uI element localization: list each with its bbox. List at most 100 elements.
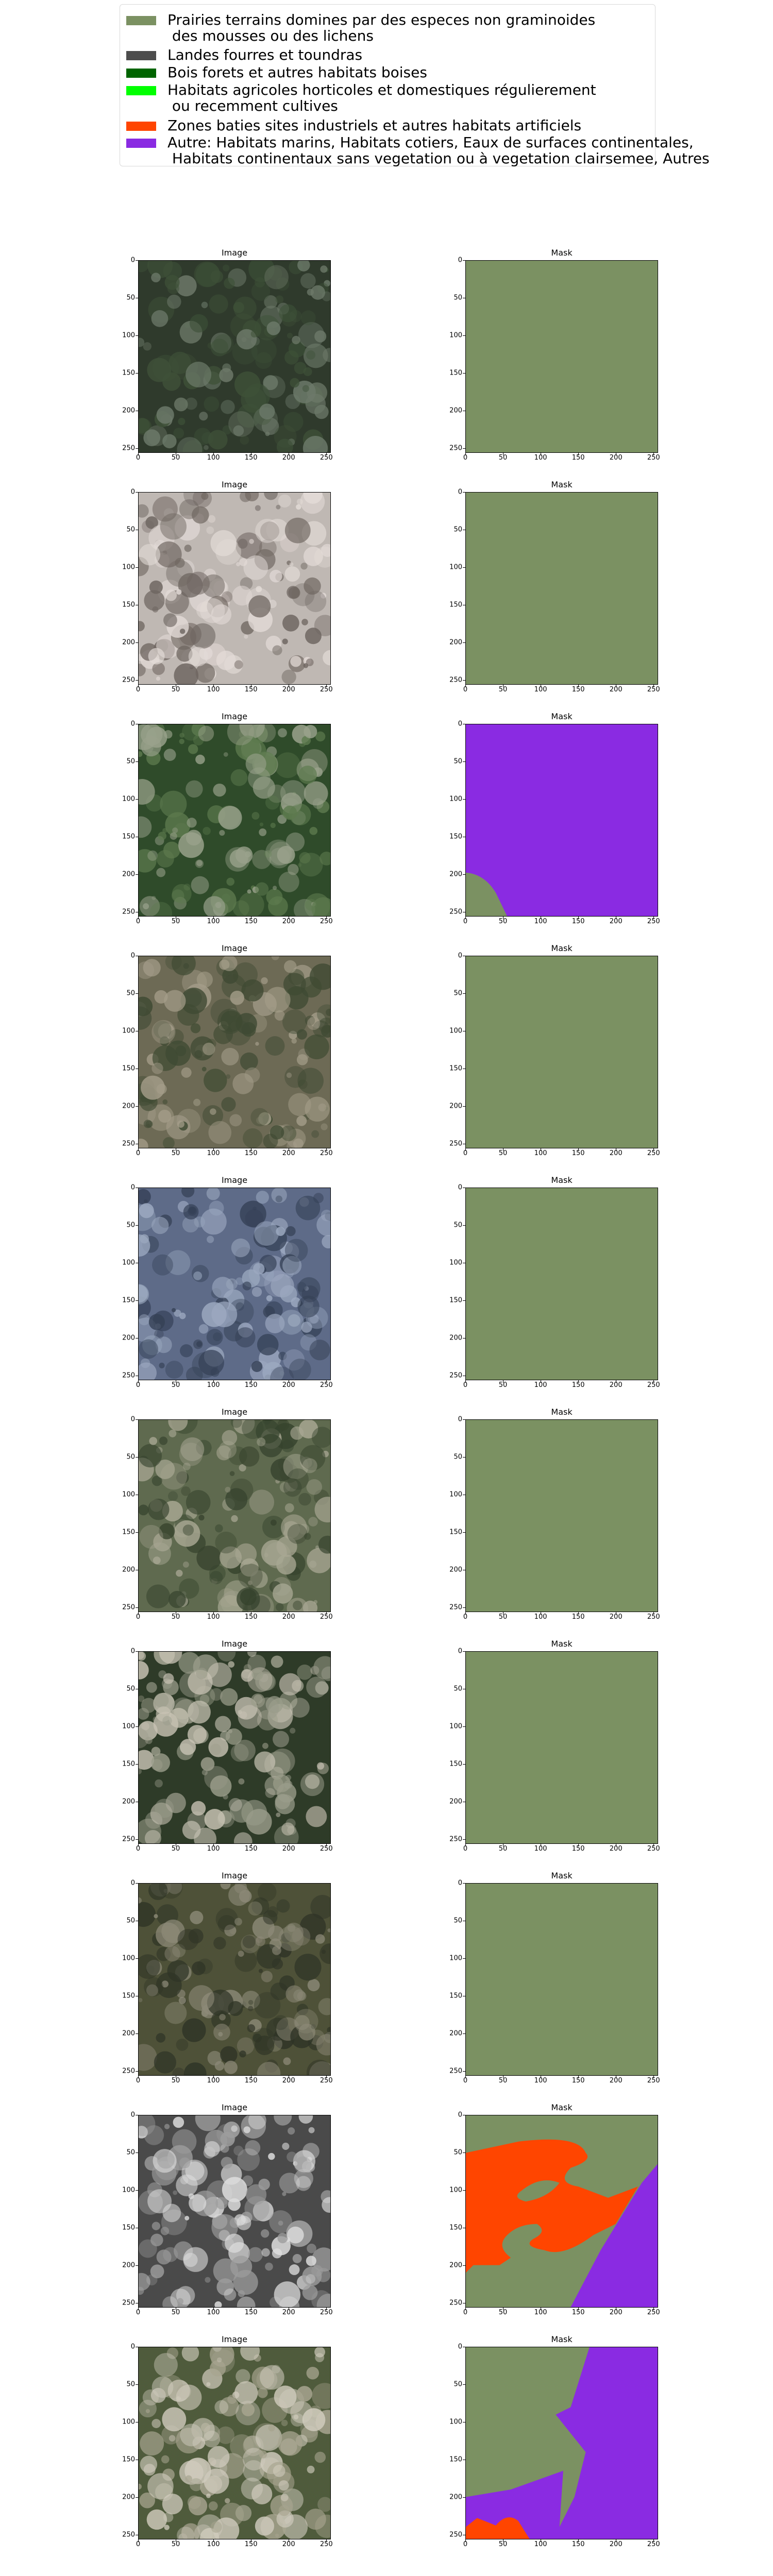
y-tick-label: 250 [122,908,135,916]
mask-panel: Mask 0 50 100 150 200 250 0 50 100 150 200 250 [449,1639,660,1853]
x-tick-label: 250 [320,1381,333,1389]
mask-plot-area [465,492,658,685]
y-tick-label: 50 [453,1453,462,1461]
y-tick-mark [136,761,138,762]
y-tick-label: 250 [449,1603,462,1612]
x-tick-label: 150 [244,1613,258,1621]
panel-title-image: Image [221,1407,248,1417]
x-tick-mark [578,685,579,687]
x-tick-label: 200 [282,1845,295,1853]
legend-label: Bois forets et autres habitats boises [167,64,427,81]
y-tick-mark [463,492,465,493]
y-tick-label: 0 [458,952,462,960]
x-tick-mark [465,2076,466,2078]
y-tick-label: 0 [458,1415,462,1423]
y-tick-label: 100 [449,1490,462,1499]
y-tick-label: 250 [122,2299,135,2307]
y-tick-label: 150 [122,1064,135,1073]
mask-plot-area [465,1883,658,2076]
x-tick-mark [138,917,139,919]
y-tick-mark [136,2384,138,2385]
y-tick-label: 100 [122,1722,135,1731]
x-tick-mark [465,2539,466,2542]
y-tick-label: 50 [453,294,462,302]
y-tick-label: 100 [122,1259,135,1267]
x-tick-label: 150 [244,1381,258,1389]
y-tick-mark [136,2265,138,2266]
y-tick-label: 200 [449,2029,462,2038]
mask-panel: Mask 0 50 100 150 200 250 0 50 100 150 200 250 [449,480,660,693]
aerial-image [139,1420,330,1612]
mask-region-built-up [466,2517,530,2539]
x-tick-label: 150 [572,2540,585,2548]
x-tick-label: 100 [207,2309,220,2316]
mask-region-grassland [466,1652,658,1843]
image-panel: Image 0 50 100 150 200 250 0 50 100 150 200 250 [122,2103,332,2316]
x-tick-mark [465,2308,466,2310]
x-tick-label: 50 [498,1845,508,1853]
x-tick-label: 150 [572,1845,585,1853]
x-tick-label: 0 [136,686,141,693]
y-tick-mark [136,260,138,261]
x-tick-mark [138,1380,139,1383]
x-tick-label: 200 [282,2077,295,2084]
panel-title-mask: Mask [551,1639,573,1649]
x-tick-label: 50 [171,2077,180,2084]
y-tick-label: 50 [126,294,135,302]
y-tick-label: 100 [449,1259,462,1267]
x-tick-label: 100 [207,1381,220,1389]
x-tick-label: 0 [136,1613,141,1621]
y-tick-label: 0 [130,1183,135,1192]
x-tick-label: 100 [534,1845,547,1853]
y-tick-label: 100 [122,1027,135,1035]
x-tick-label: 0 [463,1381,468,1389]
x-tick-label: 200 [282,2540,295,2548]
x-tick-label: 0 [136,2309,141,2316]
x-tick-label: 250 [647,1613,660,1621]
y-tick-label: 100 [449,331,462,340]
mask-region-other [466,2347,658,2539]
x-tick-label: 250 [647,2077,660,2084]
y-tick-label: 200 [449,638,462,647]
y-tick-label: 250 [122,1603,135,1612]
y-tick-label: 150 [449,1760,462,1768]
y-tick-label: 50 [453,526,462,534]
x-tick-mark [465,1148,466,1151]
x-tick-label: 150 [572,2077,585,2084]
x-tick-mark [653,2076,654,2078]
y-tick-label: 0 [130,1415,135,1423]
panel-title-mask: Mask [551,2334,573,2344]
y-tick-label: 200 [122,1566,135,1574]
x-tick-label: 0 [136,2540,141,2548]
x-tick-mark [326,453,327,455]
x-tick-label: 250 [320,686,333,693]
x-tick-label: 50 [498,1149,508,1157]
x-tick-label: 250 [320,454,333,462]
x-tick-label: 100 [534,686,547,693]
y-tick-mark [136,1225,138,1226]
x-tick-label: 50 [171,918,180,925]
y-tick-label: 0 [458,488,462,496]
y-tick-mark [463,1532,465,1533]
y-tick-mark [463,2265,465,2266]
x-tick-label: 0 [136,454,141,462]
y-tick-label: 150 [449,1992,462,2000]
aerial-image [139,956,330,1148]
x-tick-mark [213,2308,214,2310]
y-tick-label: 150 [449,1528,462,1536]
mask-region-grassland [466,956,658,1148]
x-tick-label: 250 [647,1845,660,1853]
segmentation-mask [466,2115,658,2307]
y-tick-mark [136,1457,138,1458]
y-tick-mark [136,492,138,493]
y-tick-label: 150 [449,1064,462,1073]
y-tick-label: 150 [122,2455,135,2464]
y-tick-label: 250 [122,2531,135,2539]
x-tick-label: 200 [609,686,623,693]
x-tick-label: 50 [171,1381,180,1389]
mask-panel: Mask 0 50 100 150 200 250 0 50 100 150 200 250 [449,1871,660,2084]
y-tick-mark [463,2497,465,2498]
x-tick-label: 250 [320,1613,333,1621]
x-tick-mark [326,917,327,919]
